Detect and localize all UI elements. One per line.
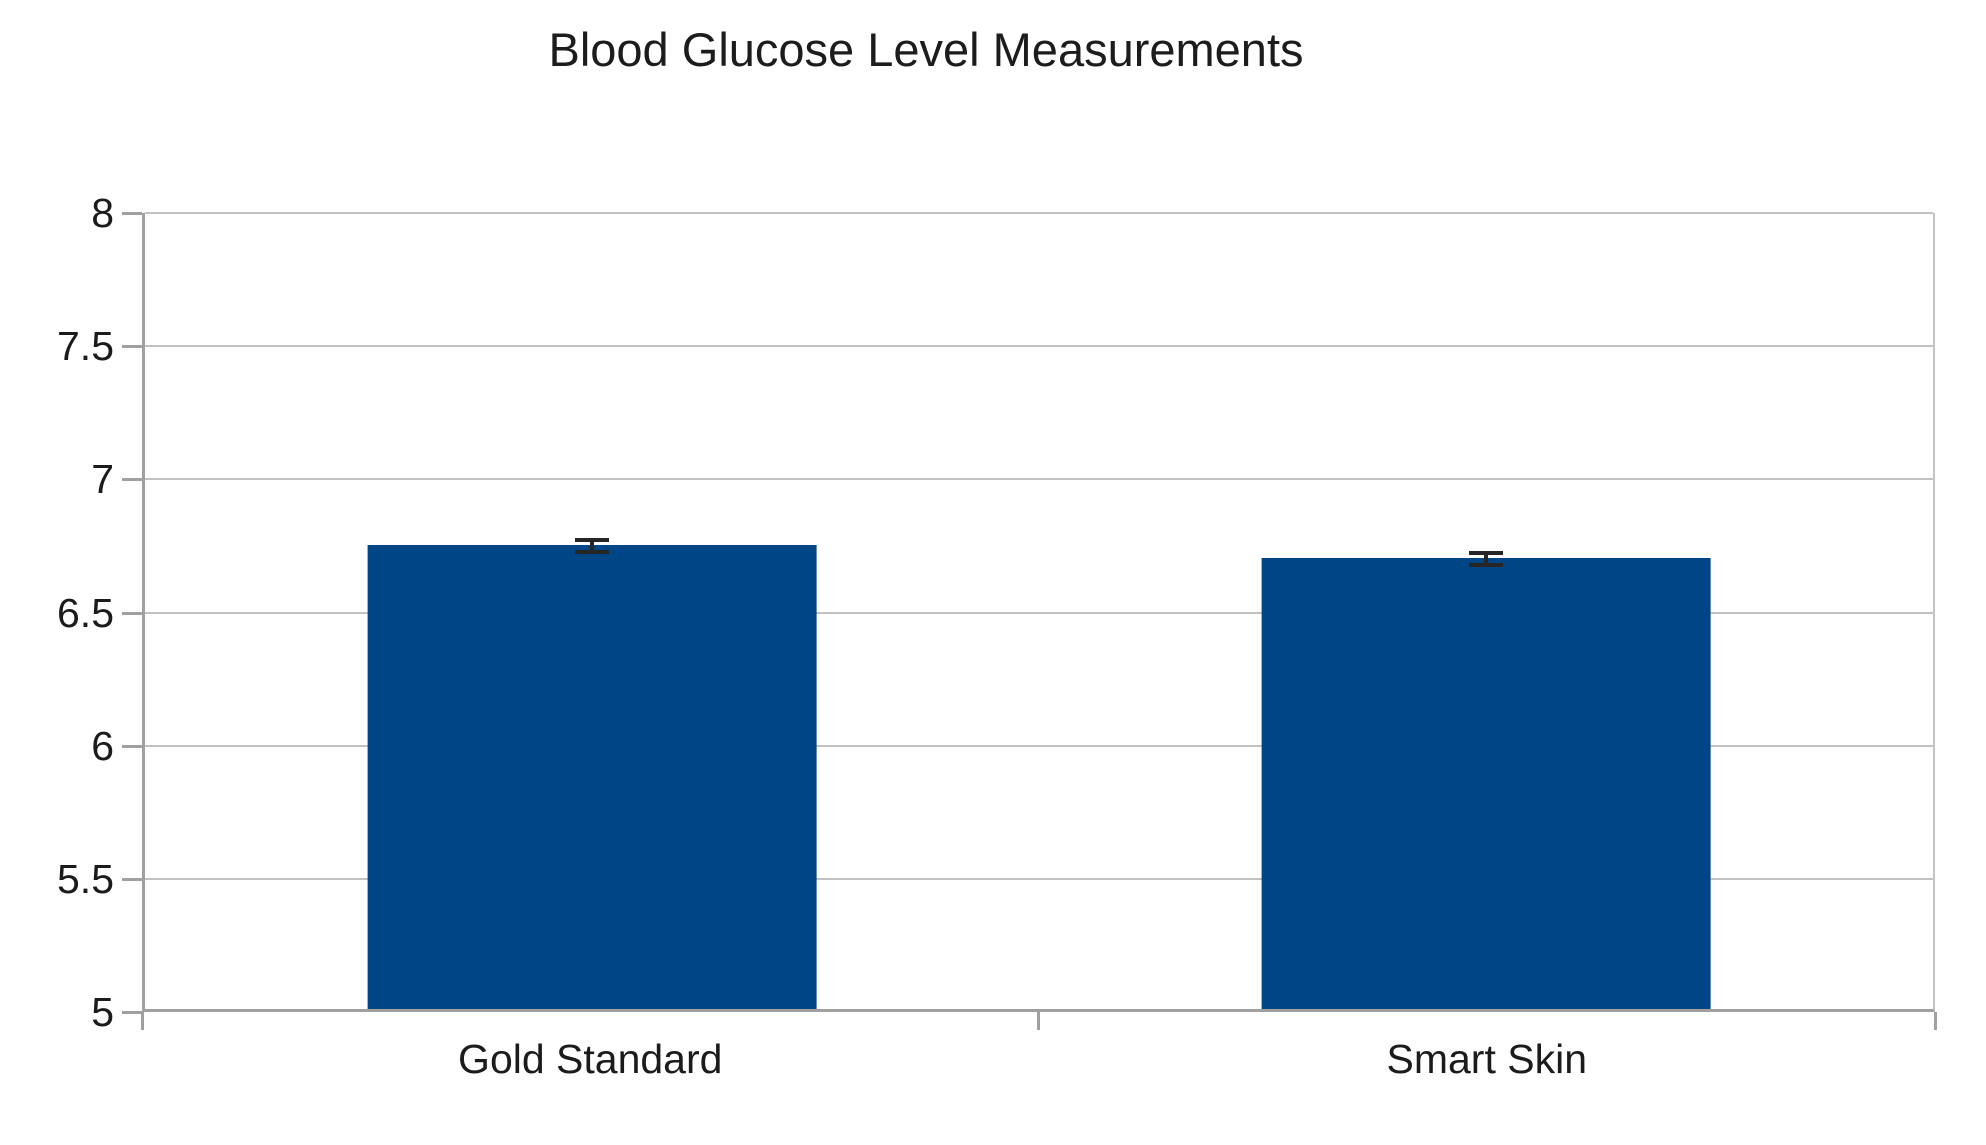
gridline	[145, 212, 1933, 214]
y-axis-tick-mark	[122, 744, 142, 748]
x-axis-tick-mark	[140, 1012, 144, 1030]
y-axis-labels: 5 5.5 6 6.5 7 7.5 8	[0, 190, 114, 1035]
y-tick-label: 6.5	[57, 589, 114, 636]
x-axis-labels: Gold Standard Smart Skin	[142, 1036, 1935, 1096]
chart-title: Blood Glucose Level Measurements	[548, 23, 1304, 76]
x-axis-tick-mark	[1933, 1012, 1937, 1030]
x-axis-tick-mark	[1037, 1012, 1040, 1030]
y-tick-label: 7	[91, 456, 114, 503]
gridline	[145, 611, 1933, 614]
y-axis-tick-mark	[122, 611, 142, 615]
y-tick-label: 5	[91, 989, 114, 1035]
y-tick-label: 7.5	[57, 323, 114, 370]
y-axis-tick-mark	[122, 345, 142, 349]
error-bar-gold-standard	[575, 537, 609, 554]
error-bar-smart-skin	[1469, 551, 1503, 568]
y-axis-tick-mark	[122, 877, 142, 881]
gridline	[145, 877, 1933, 880]
gridline	[145, 478, 1933, 481]
plot-area	[142, 212, 1935, 1012]
y-axis-tick-mark	[122, 212, 142, 215]
x-category-label-gold-standard: Gold Standard	[458, 1036, 723, 1082]
y-axis-tick-mark	[122, 478, 142, 482]
bar-smart-skin	[1261, 557, 1711, 1009]
y-tick-label: 5.5	[57, 855, 114, 902]
gridline	[145, 744, 1933, 747]
y-tick-label: 8	[91, 190, 114, 236]
y-tick-label: 6	[91, 722, 114, 769]
gridline	[145, 345, 1933, 348]
y-axis-tick-mark	[122, 1011, 142, 1014]
x-category-label-smart-skin: Smart Skin	[1386, 1036, 1588, 1082]
bar-gold-standard	[367, 544, 817, 1009]
